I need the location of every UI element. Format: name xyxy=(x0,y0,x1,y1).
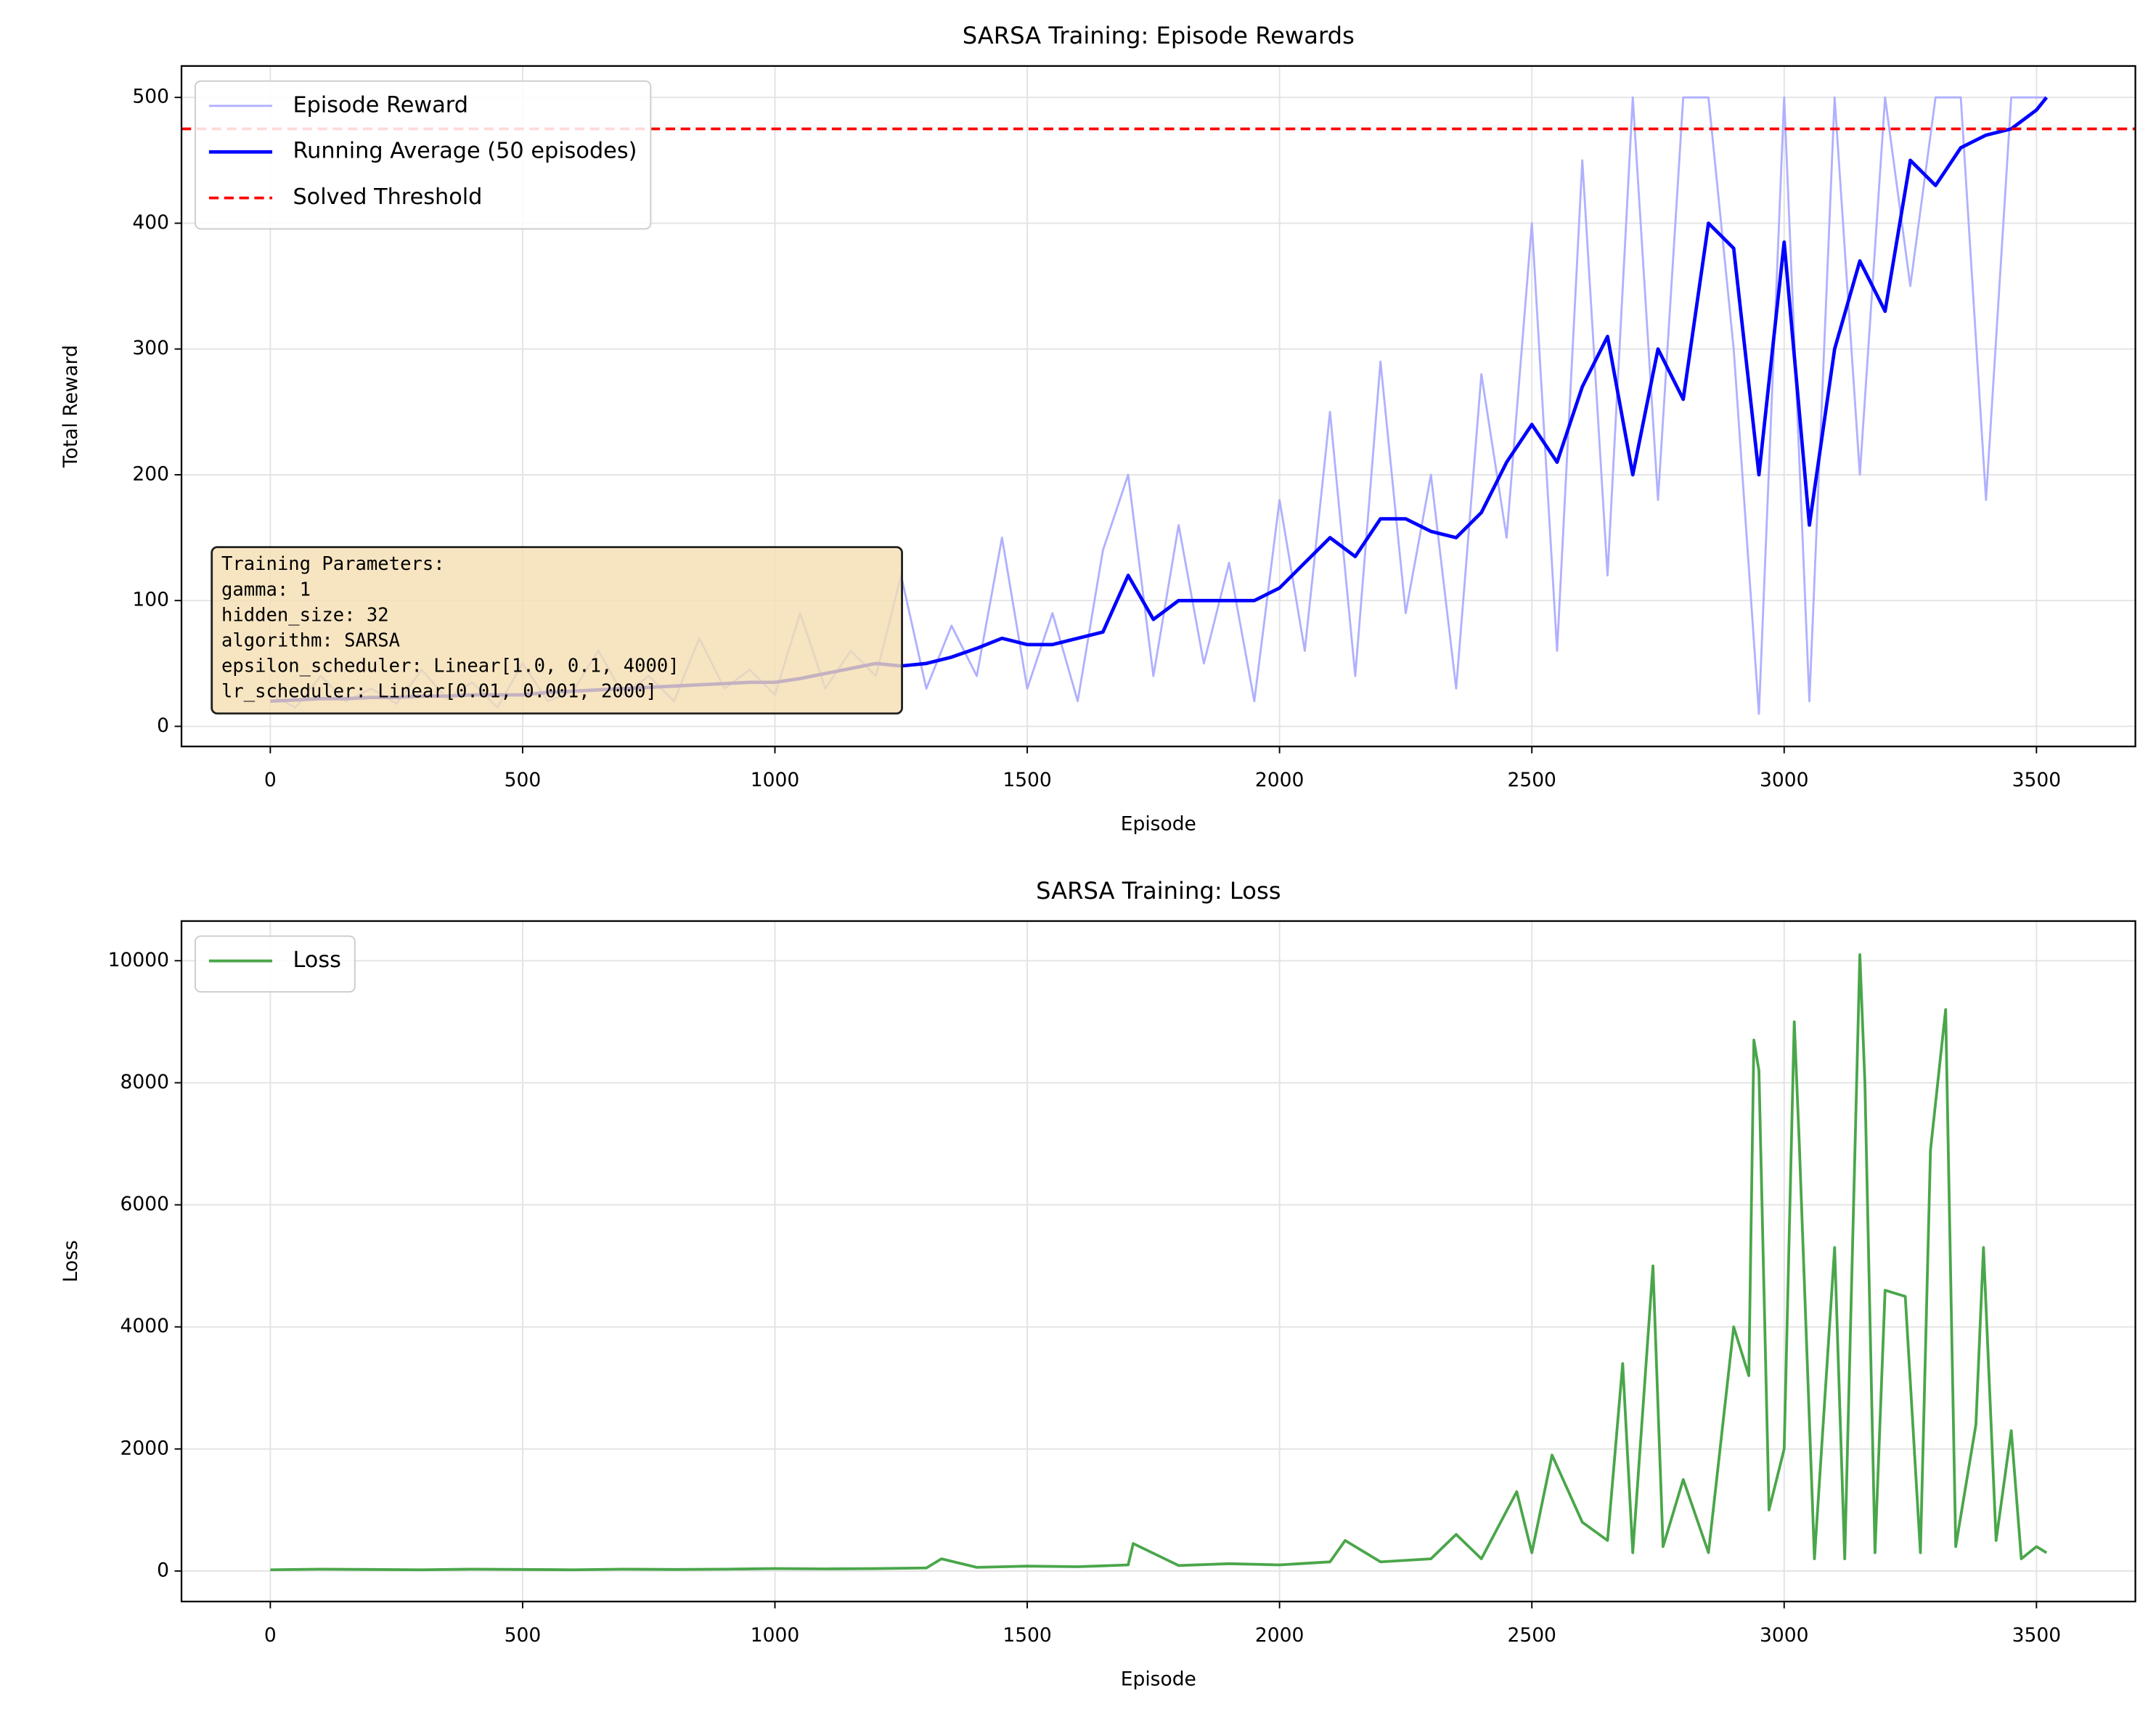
x-tick-label: 1000 xyxy=(751,1624,799,1647)
y-tick-label: 200 xyxy=(132,462,169,485)
x-tick-label: 3000 xyxy=(1760,769,1808,791)
plot-area xyxy=(270,953,2048,1572)
annotation-line: lr_scheduler: Linear[0.01, 0.001, 2000] xyxy=(221,680,657,702)
annotation-line: epsilon_scheduler: Linear[1.0, 0.1, 4000… xyxy=(221,655,679,677)
chart-title: SARSA Training: Loss xyxy=(1036,877,1281,905)
x-tick-label: 1500 xyxy=(1003,1624,1051,1647)
axes-frame xyxy=(180,65,2136,748)
x-tick-label: 3000 xyxy=(1760,1624,1808,1647)
y-tick-label: 2000 xyxy=(121,1437,169,1459)
x-tick-label: 2500 xyxy=(1507,1624,1556,1647)
x-tick-label: 1500 xyxy=(1003,769,1051,791)
y-tick-label: 8000 xyxy=(121,1071,169,1093)
y-tick-label: 0 xyxy=(157,714,169,737)
legend: Episode Reward Running Average (50 episod… xyxy=(195,80,652,230)
x-tick-label: 2500 xyxy=(1507,769,1556,791)
annotation-line: Training Parameters: xyxy=(221,553,445,575)
y-tick-label: 400 xyxy=(132,211,169,234)
x-tick-label: 2000 xyxy=(1255,769,1304,791)
legend-label: Episode Reward xyxy=(293,92,467,118)
axes-frame xyxy=(180,920,2136,1603)
y-axis-label: Loss xyxy=(60,1240,82,1282)
annotation-line: algorithm: SARSA xyxy=(221,629,400,651)
data-line xyxy=(270,953,2048,1572)
y-axis-label: Total Reward xyxy=(60,345,82,468)
legend-label: Loss xyxy=(293,947,340,973)
x-tick-label: 0 xyxy=(264,769,277,791)
x-tick-label: 2000 xyxy=(1255,1624,1304,1647)
y-tick-label: 300 xyxy=(132,337,169,359)
x-axis-label: Episode xyxy=(1121,1668,1196,1690)
legend: Loss xyxy=(195,935,356,993)
x-tick-label: 3500 xyxy=(2012,1624,2061,1647)
chart-title: SARSA Training: Episode Rewards xyxy=(963,22,1355,49)
legend-label: Solved Threshold xyxy=(293,184,482,210)
y-tick-label: 10000 xyxy=(108,949,169,971)
legend-label: Running Average (50 episodes) xyxy=(293,139,637,164)
x-axis-label: Episode xyxy=(1121,813,1196,836)
x-tick-label: 3500 xyxy=(2012,769,2061,791)
annotation-line: gamma: 1 xyxy=(221,579,311,600)
annotation-box xyxy=(211,546,903,715)
y-tick-label: 500 xyxy=(132,86,169,108)
x-tick-label: 500 xyxy=(505,1624,542,1647)
y-tick-label: 6000 xyxy=(121,1193,169,1215)
x-tick-label: 500 xyxy=(505,769,542,791)
y-tick-label: 100 xyxy=(132,589,169,611)
legend-box xyxy=(195,935,356,993)
annotation-line: hidden_size: 32 xyxy=(221,604,389,626)
y-tick-label: 4000 xyxy=(121,1315,169,1337)
x-tick-label: 0 xyxy=(264,1624,277,1647)
x-tick-label: 1000 xyxy=(751,769,799,791)
y-tick-label: 0 xyxy=(157,1559,169,1581)
legend-box xyxy=(195,80,652,230)
